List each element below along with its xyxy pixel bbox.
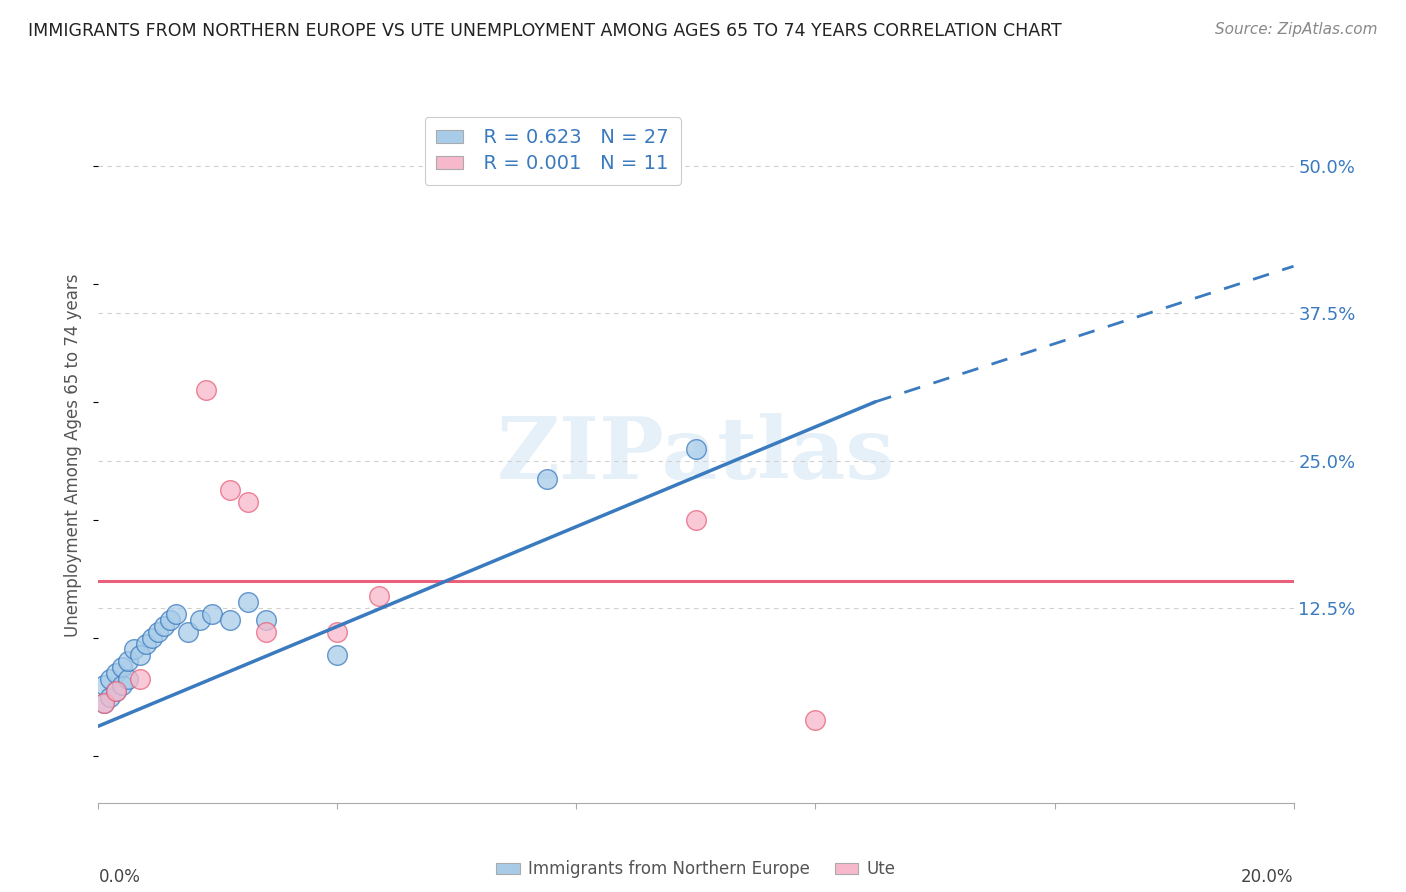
Point [93,696,115,710]
Point [93,678,115,692]
Point [105,666,128,681]
Y-axis label: Unemployment Among Ages 65 to 74 years: Unemployment Among Ages 65 to 74 years [65,273,83,637]
Point [536,471,558,485]
Point [129,648,152,663]
Point [219,483,242,498]
Point [124,642,146,657]
Point [177,624,200,639]
Point [117,654,139,668]
Point [254,624,277,639]
Point [804,713,827,727]
Point [254,613,277,627]
Point [165,607,187,621]
Point [153,619,176,633]
Point [195,383,218,397]
Point [326,648,349,663]
Point [148,624,170,639]
Point [201,607,224,621]
Point [685,442,707,456]
Point [117,672,139,686]
Point [236,595,259,609]
Point [236,495,259,509]
Point [93,696,115,710]
Point [100,690,122,704]
Text: IMMIGRANTS FROM NORTHERN EUROPE VS UTE UNEMPLOYMENT AMONG AGES 65 TO 74 YEARS CO: IMMIGRANTS FROM NORTHERN EUROPE VS UTE U… [28,22,1062,40]
Point [685,513,707,527]
Text: ZIPatlas: ZIPatlas [496,413,896,497]
Point [159,613,181,627]
Text: 0.0%: 0.0% [98,868,141,886]
Point [105,683,128,698]
Point [141,631,163,645]
Point [129,672,152,686]
Point [326,624,349,639]
Text: Source: ZipAtlas.com: Source: ZipAtlas.com [1215,22,1378,37]
Point [100,672,122,686]
Point [368,590,391,604]
Point [219,613,242,627]
Point [188,613,211,627]
Text: 20.0%: 20.0% [1241,868,1294,886]
Point [105,683,128,698]
Legend: Immigrants from Northern Europe, Ute: Immigrants from Northern Europe, Ute [489,854,903,885]
Point [135,637,157,651]
Point [111,678,134,692]
Point [111,660,134,674]
